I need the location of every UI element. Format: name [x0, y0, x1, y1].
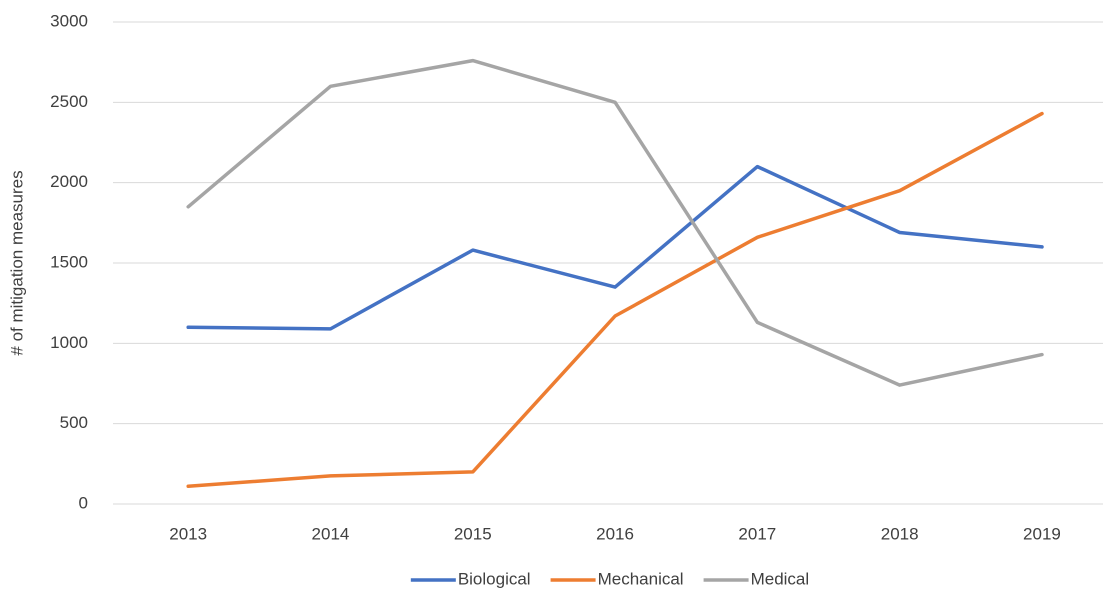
x-tick-label: 2017	[738, 524, 776, 543]
y-axis-label: # of mitigation measures	[7, 170, 26, 355]
y-tick-label: 2000	[50, 172, 88, 191]
data-line	[186, 164, 1044, 331]
y-tick-label: 500	[60, 413, 88, 432]
y-tick-label: 3000	[50, 11, 88, 30]
y-tick-label: 1500	[50, 252, 88, 271]
legend-label: Biological	[458, 569, 531, 588]
legend: Biological Mechanical Medical	[410, 569, 810, 588]
x-tick-label: 2015	[454, 524, 492, 543]
legend-label: Medical	[751, 569, 810, 588]
data-line	[186, 58, 1044, 387]
y-tick-label: 2500	[50, 92, 88, 111]
y-tick-label: 0	[79, 493, 88, 512]
x-tick-label: 2016	[596, 524, 634, 543]
x-tick-label: 2019	[1023, 524, 1061, 543]
x-tick-label: 2014	[312, 524, 350, 543]
x-tick-label: 2013	[169, 524, 207, 543]
legend-label: Mechanical	[598, 569, 684, 588]
data-line	[186, 111, 1044, 489]
y-tick-label: 1000	[50, 333, 88, 352]
x-tick-label: 2018	[881, 524, 919, 543]
